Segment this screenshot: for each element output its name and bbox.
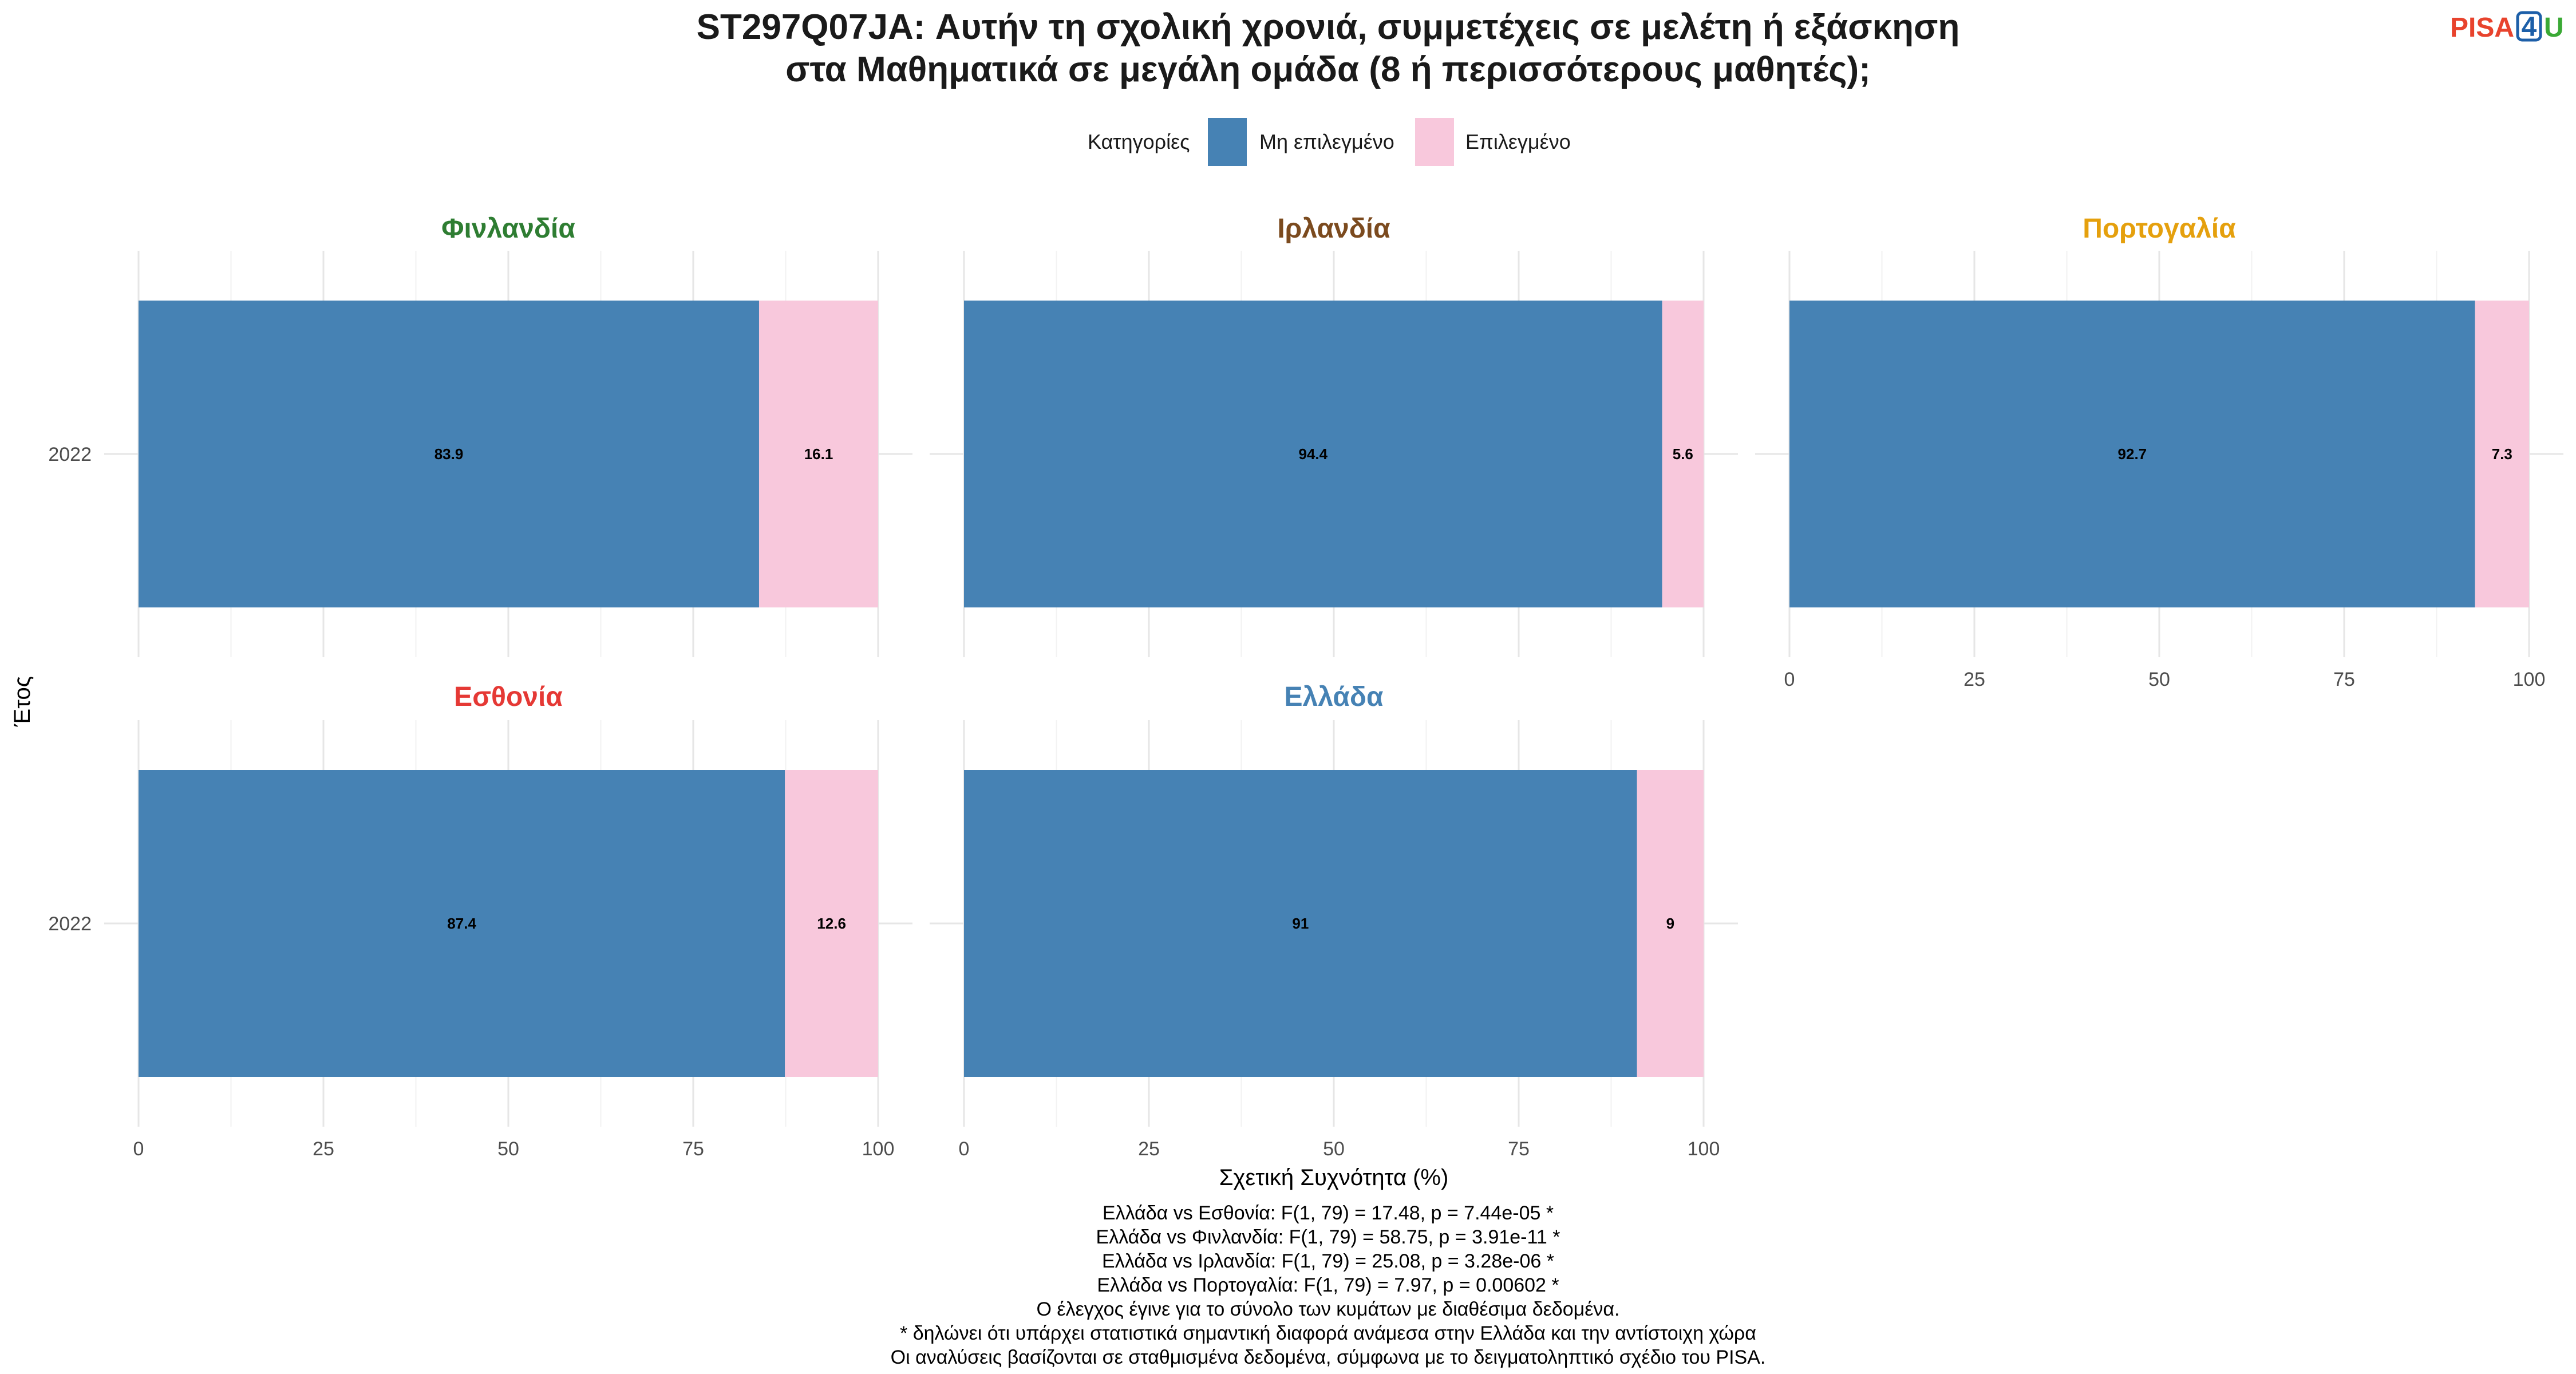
x-tick-label: 100	[862, 1138, 895, 1160]
logo-text-four: 4	[2522, 12, 2537, 42]
chart-title-line-1: ST297Q07JA: Αυτήν τη σχολική χρονιά, συμ…	[697, 7, 1960, 47]
bar-not-selected	[1789, 301, 2475, 607]
footnote-line: Ελλάδα vs Ιρλανδία: F(1, 79) = 25.08, p …	[1102, 1250, 1554, 1272]
legend: Κατηγορίες Μη επιλεγμένο Επιλεγμένο	[1088, 118, 1571, 166]
bar-selected	[758, 301, 878, 607]
x-tick-label: 100	[1688, 1138, 1720, 1160]
bar-selected	[785, 770, 878, 1077]
footnote-line: Ελλάδα vs Πορτογαλία: F(1, 79) = 7.97, p…	[1097, 1274, 1559, 1296]
bar-selected	[1662, 301, 1704, 607]
bar-label-selected: 9	[1666, 915, 1674, 932]
bar-label-not-selected: 87.4	[447, 915, 476, 932]
panel-5: Ελλάδα 91 9 0 25 50 75 100	[930, 682, 1738, 1160]
footnote-line: Ελλάδα vs Φινλανδία: F(1, 79) = 58.75, p…	[1096, 1226, 1560, 1248]
x-tick-label: 50	[1323, 1138, 1345, 1160]
x-tick-label: 0	[959, 1138, 970, 1160]
bar-selected	[1637, 770, 1704, 1077]
x-tick-label: 25	[1138, 1138, 1160, 1160]
x-tick-label: 0	[133, 1138, 144, 1160]
bar-label-selected: 7.3	[2492, 445, 2512, 463]
x-axis-title: Σχετική Συχνότητα (%)	[1219, 1165, 1449, 1190]
bar-label-not-selected: 94.4	[1299, 445, 1328, 463]
chart-title-line-2: στα Μαθηματικά σε μεγάλη ομάδα (8 ή περι…	[785, 50, 1870, 89]
facet-panels: Φινλανδία 83.9 16.1 2022 Ιρλανδία 94.4 5.6 Πορτ…	[48, 214, 2563, 1160]
footnote-line: Ελλάδα vs Εσθονία: F(1, 79) = 17.48, p =…	[1103, 1202, 1554, 1224]
bar-label-selected: 5.6	[1673, 445, 1693, 463]
x-tick-label: 75	[2333, 669, 2355, 690]
panel-title: Ελλάδα	[1285, 682, 1384, 712]
legend-swatch-not-selected	[1208, 118, 1247, 166]
x-tick-label: 50	[497, 1138, 519, 1160]
bar-not-selected	[139, 770, 785, 1077]
bar-not-selected	[964, 770, 1637, 1077]
footnote-line: Οι αναλύσεις βασίζονται σε σταθμισμένα δ…	[891, 1347, 1766, 1368]
y-axis-title: Έτος	[10, 676, 35, 727]
panel-title: Φινλανδία	[441, 214, 575, 244]
logo-text-pisa: PISA	[2450, 13, 2514, 43]
x-tick-label: 25	[1963, 669, 1985, 690]
panel-title: Εσθονία	[454, 682, 563, 712]
x-tick-label: 75	[1508, 1138, 1530, 1160]
footnotes: Ελλάδα vs Εσθονία: F(1, 79) = 17.48, p =…	[891, 1202, 1766, 1368]
panel-title: Ιρλανδία	[1277, 214, 1390, 244]
x-tick-label: 0	[1784, 669, 1795, 690]
panel-2: Ιρλανδία 94.4 5.6	[930, 214, 1738, 657]
pisa4u-logo: PISA 4 U	[2450, 11, 2564, 43]
x-tick-label: 25	[313, 1138, 334, 1160]
bar-label-not-selected: 92.7	[2118, 445, 2147, 463]
bar-not-selected	[964, 301, 1662, 607]
y-tick-label: 2022	[48, 444, 92, 465]
x-tick-label: 75	[682, 1138, 704, 1160]
x-tick-label: 100	[2513, 669, 2546, 690]
logo-text-u: U	[2544, 13, 2564, 43]
y-tick-label: 2022	[48, 913, 92, 935]
panel-3: Πορτογαλία 92.7 7.3 0 25 50 75 100	[1755, 214, 2563, 690]
x-tick-label: 50	[2148, 669, 2170, 690]
legend-title: Κατηγορίες	[1088, 130, 1190, 153]
bar-label-not-selected: 91	[1292, 915, 1309, 932]
panel-1: Φινλανδία 83.9 16.1 2022	[48, 214, 912, 657]
bar-label-selected: 12.6	[817, 915, 846, 932]
footnote-line: Ο έλεγχος έγινε για το σύνολο των κυμάτω…	[1037, 1298, 1620, 1320]
bar-label-selected: 16.1	[804, 445, 833, 463]
legend-label-not-selected: Μη επιλεγμένο	[1259, 130, 1394, 153]
footnote-line: * δηλώνει ότι υπάρχει στατιστικά σημαντι…	[900, 1322, 1756, 1344]
bar-not-selected	[139, 301, 759, 607]
legend-label-selected: Επιλεγμένο	[1465, 130, 1571, 153]
bar-selected	[2475, 301, 2529, 607]
panel-4: Εσθονία 87.4 12.6 2022 0 25 50 75 100	[48, 682, 912, 1160]
logo-box	[2516, 11, 2542, 42]
bar-label-not-selected: 83.9	[434, 445, 464, 463]
legend-swatch-selected	[1415, 118, 1454, 166]
panel-title: Πορτογαλία	[2083, 214, 2236, 244]
